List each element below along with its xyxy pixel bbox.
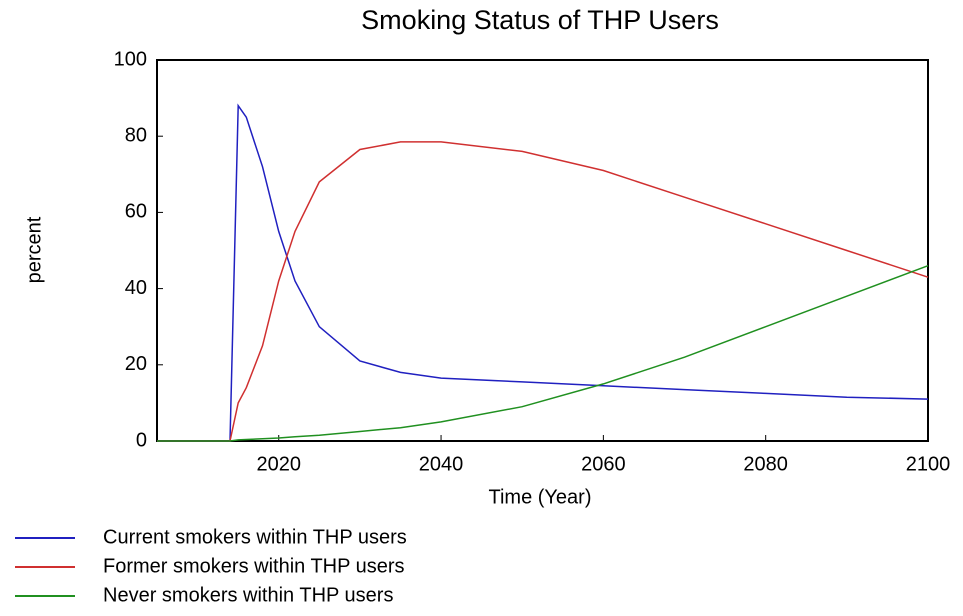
plot-frame	[156, 59, 929, 442]
line-series	[157, 103, 929, 442]
x-tick-label: 2080	[743, 453, 788, 475]
y-tick-label: 0	[136, 429, 147, 451]
legend-label: Current smokers within THP users	[103, 526, 407, 548]
line-series	[157, 264, 929, 442]
x-axis-label: Time (Year)	[489, 486, 592, 508]
x-tick-label: 2020	[256, 453, 301, 475]
y-tick-label: 60	[125, 201, 147, 223]
x-tick-label: 2040	[419, 453, 464, 475]
y-tick-label: 80	[125, 124, 147, 146]
legend-label: Former smokers within THP users	[103, 555, 405, 577]
x-tick-label: 2060	[581, 453, 626, 475]
y-axis-label: percent	[23, 216, 45, 283]
legend-label: Never smokers within THP users	[103, 584, 393, 606]
x-tick-label: 2100	[906, 453, 951, 475]
line-series	[157, 141, 929, 442]
chart-title: Smoking Status of THP Users	[361, 5, 719, 35]
y-tick-label: 100	[114, 48, 147, 70]
y-tick-label: 40	[125, 277, 147, 299]
y-tick-label: 20	[125, 353, 147, 375]
